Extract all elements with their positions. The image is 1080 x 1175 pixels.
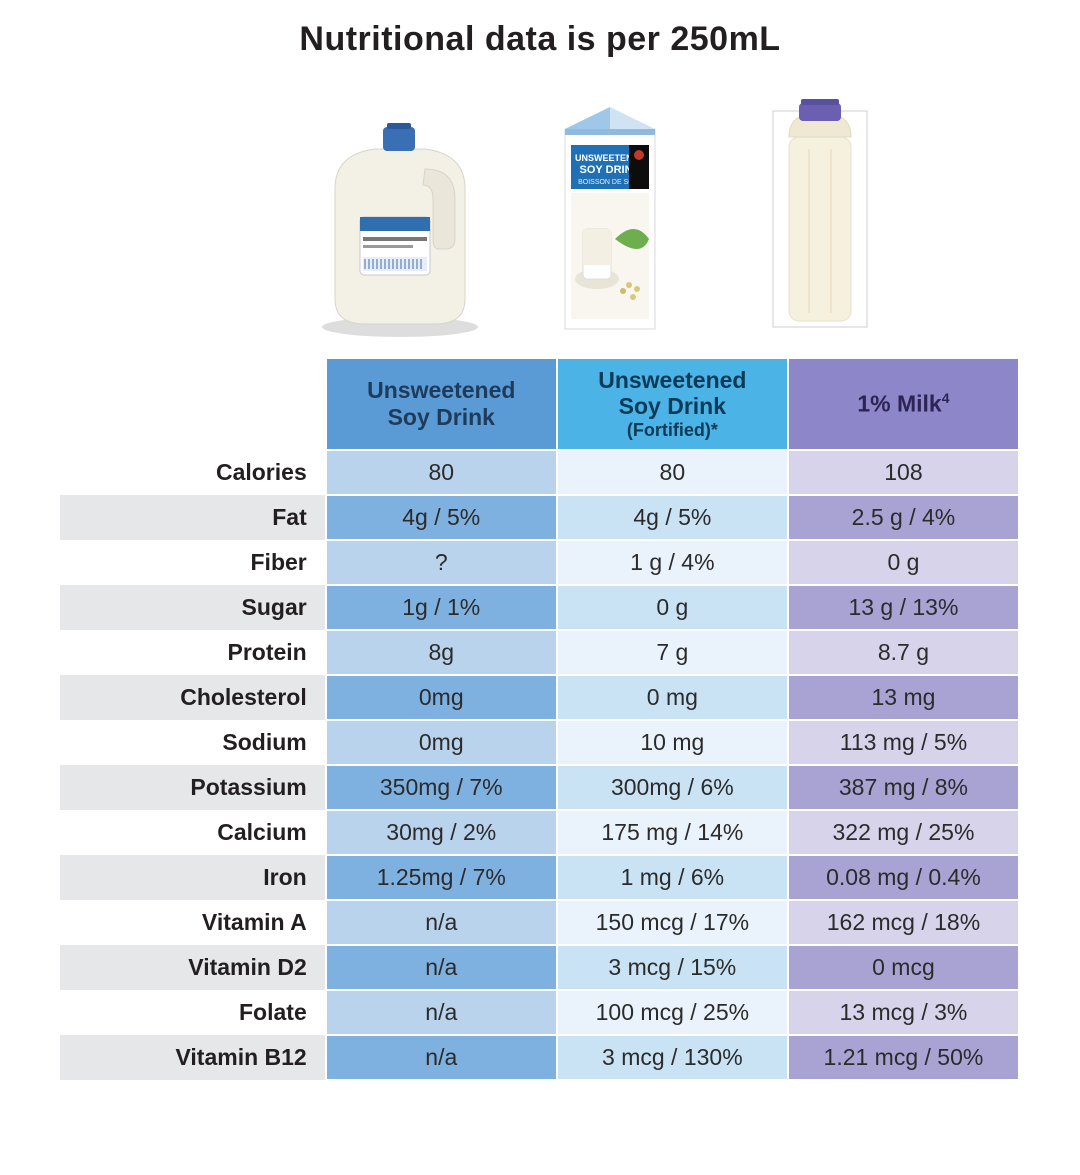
row-label: Protein: [60, 630, 326, 675]
table-cell: 2.5 g / 4%: [788, 495, 1019, 540]
row-label: Sugar: [60, 585, 326, 630]
table-cell: ?: [326, 540, 557, 585]
table-row: Fiber?1 g / 4%0 g: [60, 540, 1019, 585]
header-blank: [60, 358, 326, 450]
col-label: 1% Milk: [857, 391, 941, 417]
table-cell: 175 mg / 14%: [557, 810, 788, 855]
table-cell: n/a: [326, 945, 557, 990]
row-label: Folate: [60, 990, 326, 1035]
table-row: Sugar1g / 1%0 g13 g / 13%: [60, 585, 1019, 630]
page-title: Nutritional data is per 250mL: [60, 20, 1020, 59]
table-cell: 1 mg / 6%: [557, 855, 788, 900]
table-cell: 300mg / 6%: [557, 765, 788, 810]
table-cell: n/a: [326, 1035, 557, 1080]
table-row: Vitamin B12n/a3 mcg / 130%1.21 mcg / 50%: [60, 1035, 1019, 1080]
table-row: Calcium30mg / 2%175 mg / 14%322 mg / 25%: [60, 810, 1019, 855]
table-row: Vitamin D2n/a3 mcg / 15%0 mcg: [60, 945, 1019, 990]
table-cell: 0.08 mg / 0.4%: [788, 855, 1019, 900]
row-label: Vitamin A: [60, 900, 326, 945]
table-cell: 0 g: [557, 585, 788, 630]
row-label: Fiber: [60, 540, 326, 585]
table-cell: 150 mcg / 17%: [557, 900, 788, 945]
col-label-2: Soy Drink: [619, 393, 726, 419]
table-cell: n/a: [326, 900, 557, 945]
table-cell: 7 g: [557, 630, 788, 675]
product-image-soy-jug: [305, 79, 495, 339]
table-cell: 80: [326, 450, 557, 495]
table-row: Calories8080108: [60, 450, 1019, 495]
row-label: Calcium: [60, 810, 326, 855]
row-label: Sodium: [60, 720, 326, 765]
column-header-soy: Unsweetened Soy Drink: [326, 358, 557, 450]
table-cell: 3 mcg / 15%: [557, 945, 788, 990]
table-cell: n/a: [326, 990, 557, 1035]
table-cell: 1 g / 4%: [557, 540, 788, 585]
table-cell: 108: [788, 450, 1019, 495]
table-cell: 162 mcg / 18%: [788, 900, 1019, 945]
table-row: Folaten/a100 mcg / 25%13 mcg / 3%: [60, 990, 1019, 1035]
col-label-2: Soy Drink: [388, 404, 495, 430]
table-cell: 3 mcg / 130%: [557, 1035, 788, 1080]
table-cell: 0mg: [326, 675, 557, 720]
table-cell: 13 g / 13%: [788, 585, 1019, 630]
column-header-milk: 1% Milk4: [788, 358, 1019, 450]
table-cell: 387 mg / 8%: [788, 765, 1019, 810]
table-cell: 1.21 mcg / 50%: [788, 1035, 1019, 1080]
row-label: Fat: [60, 495, 326, 540]
table-cell: 113 mg / 5%: [788, 720, 1019, 765]
table-cell: 8.7 g: [788, 630, 1019, 675]
table-row: Fat4g / 5%4g / 5%2.5 g / 4%: [60, 495, 1019, 540]
table-cell: 1.25mg / 7%: [326, 855, 557, 900]
table-cell: 13 mcg / 3%: [788, 990, 1019, 1035]
table-row: Vitamin An/a150 mcg / 17%162 mcg / 18%: [60, 900, 1019, 945]
table-cell: 1g / 1%: [326, 585, 557, 630]
row-label: Calories: [60, 450, 326, 495]
table-cell: 0 g: [788, 540, 1019, 585]
column-header-soy-fortified: Unsweetened Soy Drink (Fortified)*: [557, 358, 788, 450]
col-sublabel: (Fortified)*: [568, 420, 777, 441]
col-label: Unsweetened: [598, 367, 746, 393]
table-cell: 4g / 5%: [557, 495, 788, 540]
col-sup: 4: [942, 390, 950, 406]
table-cell: 322 mg / 25%: [788, 810, 1019, 855]
table-cell: 10 mg: [557, 720, 788, 765]
table-cell: 0mg: [326, 720, 557, 765]
product-images-row: UNSWEETENED SOY DRINK BOISSON DE SOJA: [60, 79, 1020, 339]
row-label: Cholesterol: [60, 675, 326, 720]
table-cell: 350mg / 7%: [326, 765, 557, 810]
nutrition-table: Unsweetened Soy Drink Unsweetened Soy Dr…: [60, 357, 1020, 1081]
col-label: Unsweetened: [367, 377, 515, 403]
table-cell: 80: [557, 450, 788, 495]
row-label: Iron: [60, 855, 326, 900]
table-row: Sodium0mg10 mg113 mg / 5%: [60, 720, 1019, 765]
table-cell: 0 mcg: [788, 945, 1019, 990]
table-cell: 8g: [326, 630, 557, 675]
table-cell: 13 mg: [788, 675, 1019, 720]
table-cell: 100 mcg / 25%: [557, 990, 788, 1035]
table-row: Protein8g7 g8.7 g: [60, 630, 1019, 675]
table-header-row: Unsweetened Soy Drink Unsweetened Soy Dr…: [60, 358, 1019, 450]
table-cell: 0 mg: [557, 675, 788, 720]
table-cell: 4g / 5%: [326, 495, 557, 540]
row-label: Vitamin B12: [60, 1035, 326, 1080]
product-image-soy-carton: UNSWEETENED SOY DRINK BOISSON DE SOJA: [545, 79, 675, 339]
table-row: Potassium350mg / 7%300mg / 6%387 mg / 8%: [60, 765, 1019, 810]
row-label: Potassium: [60, 765, 326, 810]
table-cell: 30mg / 2%: [326, 810, 557, 855]
table-row: Iron1.25mg / 7%1 mg / 6%0.08 mg / 0.4%: [60, 855, 1019, 900]
product-image-milk-bottle: [755, 79, 885, 339]
table-row: Cholesterol0mg0 mg13 mg: [60, 675, 1019, 720]
row-label: Vitamin D2: [60, 945, 326, 990]
